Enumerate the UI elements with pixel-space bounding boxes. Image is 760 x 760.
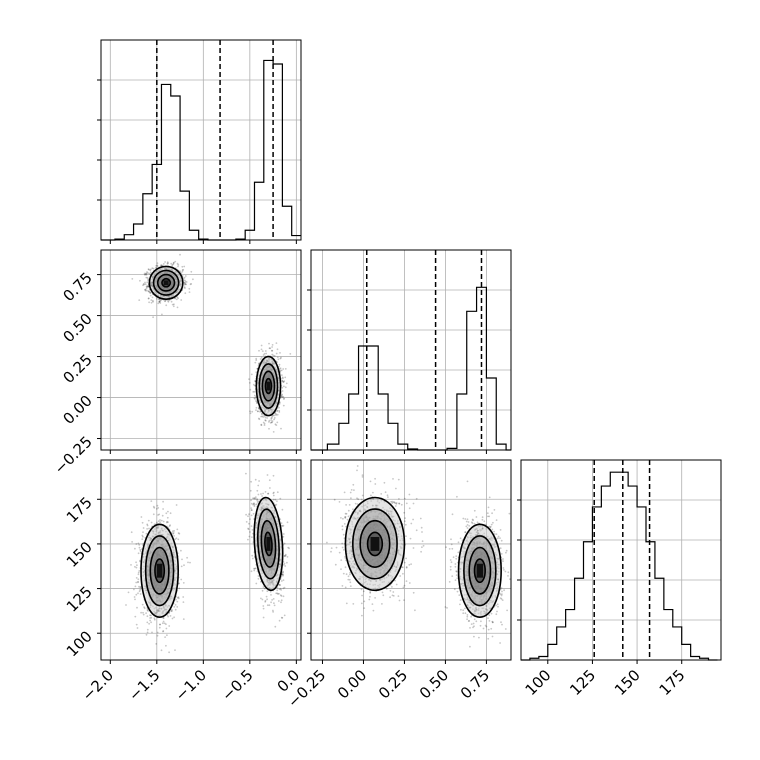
x-tick-label: 0.25 xyxy=(375,666,411,702)
contour-level xyxy=(468,546,492,595)
panel-frame-1-1 xyxy=(310,249,512,451)
panel-frame-0-0 xyxy=(100,39,302,241)
density-layer xyxy=(141,266,502,618)
contour-level xyxy=(154,558,166,584)
y-tick-label: 125 xyxy=(63,583,96,616)
x-tick-label: 175 xyxy=(656,666,689,699)
contour-level xyxy=(473,558,486,584)
panel-frame-1-0 xyxy=(100,249,302,451)
y-tick-label: 100 xyxy=(63,627,96,660)
histogram-p1 xyxy=(311,286,511,451)
contour-level xyxy=(344,496,406,592)
x-tick-label: 0.75 xyxy=(457,666,493,702)
contour-level xyxy=(463,535,497,607)
contour-level xyxy=(457,523,502,618)
contour-level xyxy=(261,370,276,402)
contour-level xyxy=(149,546,170,595)
contour-level xyxy=(260,519,277,568)
x-tick-label: 150 xyxy=(611,666,644,699)
density-mode-0 xyxy=(345,497,405,591)
density-peak xyxy=(163,280,169,286)
x-tick-label: −2.0 xyxy=(79,666,117,704)
x-tick-label: 0.50 xyxy=(416,666,452,702)
tick-layer: −2.0 −1.5 −1.0 −0.5 0.0−0.25 0.00 0.25 0.50 0.75… xyxy=(51,79,689,711)
contour-level xyxy=(161,277,172,288)
density-peak xyxy=(266,536,271,551)
y-tick-label: 0.00 xyxy=(59,392,95,428)
x-tick-label: 0.00 xyxy=(334,666,370,702)
y-tick-label: 0.50 xyxy=(59,310,95,346)
contour-level xyxy=(144,535,175,607)
panel-frame-2-2 xyxy=(520,459,722,661)
contour-level xyxy=(156,273,176,292)
contour-level xyxy=(264,531,273,557)
contour-level xyxy=(366,531,384,557)
grid-layer xyxy=(101,40,721,660)
histogram-p2 xyxy=(521,471,718,661)
x-tick-label: 100 xyxy=(522,666,555,699)
x-tick-label: −1.5 xyxy=(125,666,163,704)
y-tick-label: 175 xyxy=(63,493,96,526)
density-mode-1 xyxy=(458,524,502,618)
density-peak xyxy=(156,563,163,578)
y-tick-label: 0.25 xyxy=(59,351,95,387)
y-tick-label: 150 xyxy=(63,538,96,571)
contours-mode-1 xyxy=(457,523,502,618)
histogram-p0 xyxy=(101,59,301,241)
contours-mode-0 xyxy=(148,265,184,300)
x-tick-label: −1.0 xyxy=(172,666,210,704)
contour-level xyxy=(352,508,398,580)
contours-mode-0 xyxy=(140,523,180,618)
panel-frame-2-1 xyxy=(310,459,512,661)
histogram-layer xyxy=(101,40,718,661)
contour-layer xyxy=(140,265,502,618)
y-tick-label: 0.75 xyxy=(59,269,95,305)
contour-level xyxy=(256,508,280,580)
contour-level xyxy=(140,523,180,618)
contour-level xyxy=(148,265,184,300)
panel-frame-2-0 xyxy=(100,459,302,661)
frame-layer xyxy=(100,39,722,661)
contour-level xyxy=(152,269,180,296)
x-tick-label: −0.5 xyxy=(218,666,256,704)
y-tick-label: −0.25 xyxy=(51,433,96,478)
contours-mode-0 xyxy=(344,496,406,592)
contour-level xyxy=(359,519,391,568)
density-peak xyxy=(476,563,484,578)
contour-level xyxy=(253,496,284,592)
scatter-layer xyxy=(125,253,511,654)
contour-level xyxy=(258,363,279,409)
x-tick-label: 125 xyxy=(566,666,599,699)
contours-mode-1 xyxy=(255,355,282,417)
density-peak xyxy=(266,381,271,391)
density-peak xyxy=(370,536,380,551)
contours-mode-1 xyxy=(253,496,284,592)
contour-level xyxy=(255,355,282,417)
contour-level xyxy=(264,377,273,395)
